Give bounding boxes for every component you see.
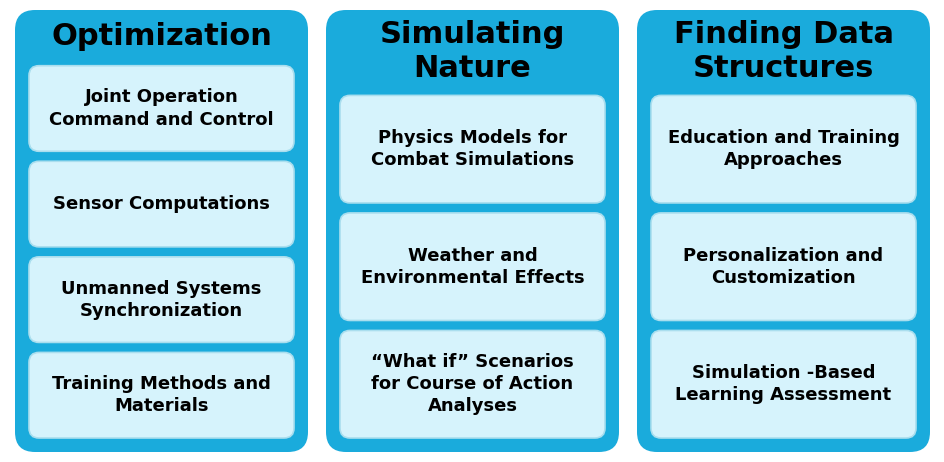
Text: Education and Training
Approaches: Education and Training Approaches xyxy=(666,129,899,169)
Text: Training Methods and
Materials: Training Methods and Materials xyxy=(52,375,271,415)
FancyBboxPatch shape xyxy=(650,330,915,438)
FancyBboxPatch shape xyxy=(650,213,915,321)
Text: Joint Operation
Command and Control: Joint Operation Command and Control xyxy=(49,88,274,128)
Text: Optimization: Optimization xyxy=(51,22,272,51)
FancyBboxPatch shape xyxy=(636,10,929,452)
Text: Sensor Computations: Sensor Computations xyxy=(53,195,270,213)
FancyBboxPatch shape xyxy=(340,95,604,203)
FancyBboxPatch shape xyxy=(340,213,604,321)
Text: Weather and
Environmental Effects: Weather and Environmental Effects xyxy=(361,247,583,287)
Text: Personalization and
Customization: Personalization and Customization xyxy=(683,247,883,287)
FancyBboxPatch shape xyxy=(340,330,604,438)
FancyBboxPatch shape xyxy=(650,95,915,203)
FancyBboxPatch shape xyxy=(29,257,294,342)
Text: Unmanned Systems
Synchronization: Unmanned Systems Synchronization xyxy=(61,280,261,320)
FancyBboxPatch shape xyxy=(29,66,294,151)
FancyBboxPatch shape xyxy=(29,161,294,247)
Text: Simulation -Based
Learning Assessment: Simulation -Based Learning Assessment xyxy=(675,364,890,404)
Text: “What if” Scenarios
for Course of Action
Analyses: “What if” Scenarios for Course of Action… xyxy=(371,353,573,415)
FancyBboxPatch shape xyxy=(15,10,308,452)
Text: Finding Data
Structures: Finding Data Structures xyxy=(673,20,893,83)
Text: Physics Models for
Combat Simulations: Physics Models for Combat Simulations xyxy=(371,129,573,169)
Text: Simulating
Nature: Simulating Nature xyxy=(379,20,565,83)
FancyBboxPatch shape xyxy=(326,10,618,452)
FancyBboxPatch shape xyxy=(29,353,294,438)
